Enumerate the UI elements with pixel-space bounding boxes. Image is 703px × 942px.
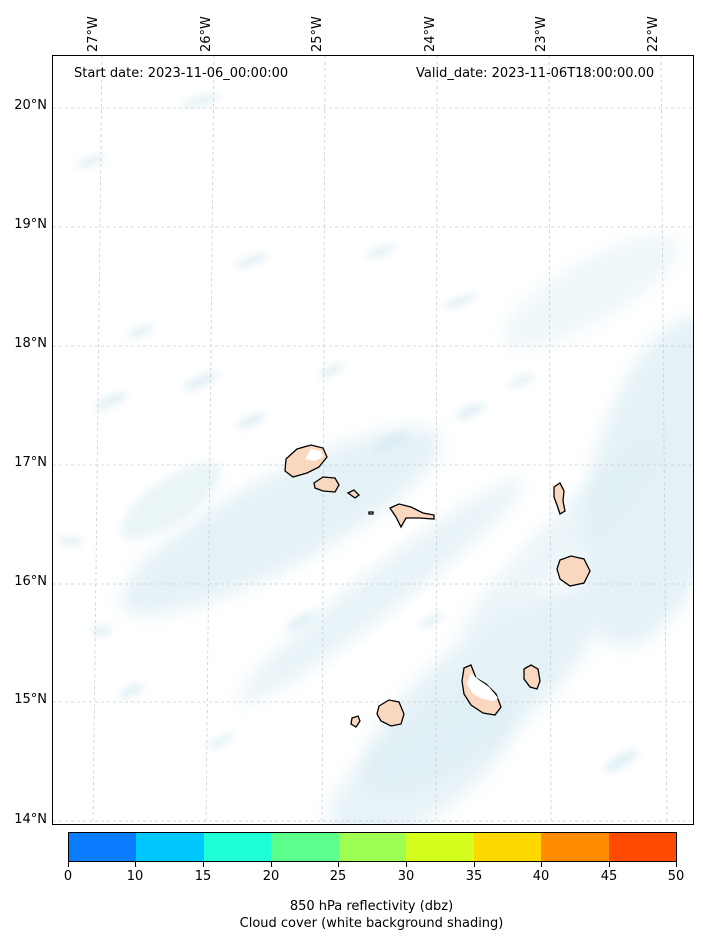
lon-label-24w: 24°W (423, 16, 438, 52)
start-date-label: Start date: 2023-11-06_00:00:00 (74, 66, 289, 81)
island-boa-vista (556, 555, 591, 587)
colorbar-tick-mark (474, 862, 475, 867)
cloud-band-lower (327, 697, 515, 824)
lat-label-16n: 16°N (14, 574, 47, 589)
colorbar-tick-45: 45 (600, 869, 618, 884)
colorbar-tick-20: 20 (262, 869, 280, 884)
colorbar-tick-mark (68, 862, 69, 867)
colorbar-segment-45-50 (608, 833, 676, 861)
cloud-northeast (503, 234, 679, 348)
lat-label-15n: 15°N (14, 692, 47, 707)
valid-date-label: Valid_date: 2023-11-06T18:00:00.00 (416, 66, 655, 81)
map-panel[interactable] (52, 55, 694, 825)
island-sao-vicente (313, 476, 340, 493)
colorbar-tick-mark (338, 862, 339, 867)
island-santa-luzia (346, 489, 360, 499)
lon-label-27w: 27°W (86, 16, 101, 52)
colorbar-tick-mark (609, 862, 610, 867)
colorbar-tick-mark (203, 862, 204, 867)
cloud-band-east (460, 440, 662, 642)
lat-label-14n: 14°N (14, 812, 47, 827)
colorbar-tick-25: 25 (329, 869, 347, 884)
lat-label-17n: 17°N (14, 455, 47, 470)
island-sao-nicolau (389, 503, 435, 529)
colorbar-tick-50: 50 (667, 869, 685, 884)
colorbar-segment-15-20 (203, 833, 272, 861)
colorbar-tick-mark (135, 862, 136, 867)
colorbar-tick-30: 30 (397, 869, 415, 884)
lon-label-23w: 23°W (534, 16, 549, 52)
cloud-east-mass (580, 315, 693, 647)
island-fogo (376, 699, 405, 727)
cloud-band-central (120, 427, 442, 615)
cloud-west (120, 462, 222, 540)
island-maio (523, 664, 541, 690)
colorbar-segment-20-25 (271, 833, 339, 861)
cloud-specks (59, 94, 639, 773)
cloud-band-south (238, 478, 524, 704)
lat-label-20n: 20°N (14, 98, 47, 113)
colorbar-tick-10: 10 (126, 869, 144, 884)
colorbar-segment-35-40 (473, 833, 542, 861)
colorbar-tick-mark (676, 862, 677, 867)
colorbar-segment-0-10 (69, 833, 137, 861)
lat-label-18n: 18°N (14, 336, 47, 351)
lon-label-26w: 26°W (199, 16, 214, 52)
colorbar-segment-10-15 (136, 833, 204, 861)
island-brava (350, 715, 361, 728)
colorbar-segment-30-35 (406, 833, 474, 861)
map-canvas (53, 56, 693, 824)
island-branco (368, 511, 374, 515)
colorbar-segment-25-30 (338, 833, 407, 861)
graticule (53, 56, 693, 824)
colorbar-tick-mark (271, 862, 272, 867)
reflectivity-colorbar (68, 832, 677, 862)
cloud-cover-caption: Cloud cover (white background shading) (239, 916, 504, 931)
island-sal (553, 482, 566, 515)
colorbar-tick-40: 40 (532, 869, 550, 884)
lon-label-22w: 22°W (646, 16, 661, 52)
colorbar-tick-mark (406, 862, 407, 867)
colorbar-tick-35: 35 (465, 869, 483, 884)
colorbar-tick-15: 15 (194, 869, 212, 884)
island-cloud-patches (305, 449, 498, 701)
colorbar-title: 850 hPa reflectivity (dbz) (289, 899, 454, 914)
colorbar-tick-mark (541, 862, 542, 867)
lat-label-19n: 19°N (14, 217, 47, 232)
lon-label-25w: 25°W (310, 16, 325, 52)
colorbar-segment-40-45 (541, 833, 609, 861)
colorbar-tick-0: 0 (63, 869, 73, 884)
